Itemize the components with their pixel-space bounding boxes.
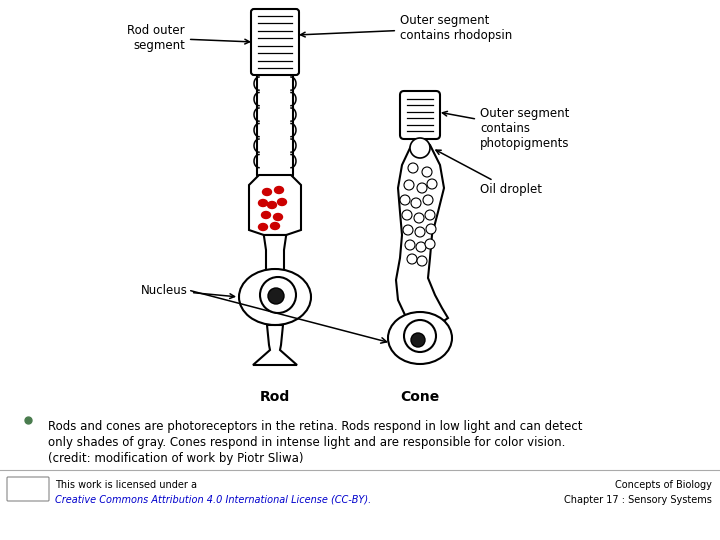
Polygon shape	[264, 235, 287, 270]
Ellipse shape	[274, 213, 282, 220]
Text: Outer segment
contains rhodopsin: Outer segment contains rhodopsin	[300, 14, 512, 42]
FancyBboxPatch shape	[7, 477, 49, 501]
Circle shape	[410, 138, 430, 158]
Text: Rod outer
segment: Rod outer segment	[127, 24, 250, 52]
Ellipse shape	[261, 212, 271, 219]
Text: Cone: Cone	[400, 390, 440, 404]
Circle shape	[427, 179, 437, 189]
Circle shape	[416, 242, 426, 252]
Circle shape	[404, 180, 414, 190]
Circle shape	[411, 333, 425, 347]
Circle shape	[260, 277, 296, 313]
FancyBboxPatch shape	[251, 9, 299, 75]
Text: Outer segment
contains
photopigments: Outer segment contains photopigments	[442, 106, 570, 150]
Text: This work is licensed under a: This work is licensed under a	[55, 480, 197, 490]
Ellipse shape	[239, 269, 311, 325]
Text: Concepts of Biology: Concepts of Biology	[615, 480, 712, 490]
Circle shape	[422, 167, 432, 177]
Circle shape	[408, 163, 418, 173]
Circle shape	[417, 256, 427, 266]
Text: Rod: Rod	[260, 390, 290, 404]
Circle shape	[417, 183, 427, 193]
FancyBboxPatch shape	[257, 70, 293, 177]
Circle shape	[425, 239, 435, 249]
Ellipse shape	[274, 186, 284, 193]
Circle shape	[411, 198, 421, 208]
Text: cc: cc	[14, 484, 22, 494]
Text: Oil droplet: Oil droplet	[436, 150, 542, 197]
Polygon shape	[253, 325, 297, 365]
Ellipse shape	[258, 224, 268, 231]
Text: Chapter 17 : Sensory Systems: Chapter 17 : Sensory Systems	[564, 495, 712, 505]
Circle shape	[405, 240, 415, 250]
Polygon shape	[396, 135, 448, 325]
Text: ⓘ: ⓘ	[33, 484, 39, 494]
Ellipse shape	[271, 222, 279, 230]
Circle shape	[400, 195, 410, 205]
Ellipse shape	[277, 199, 287, 206]
Text: only shades of gray. Cones respond in intense light and are responsible for colo: only shades of gray. Cones respond in in…	[48, 436, 565, 449]
Text: Creative Commons Attribution 4.0 International License (CC-BY).: Creative Commons Attribution 4.0 Interna…	[55, 495, 372, 505]
Circle shape	[414, 213, 424, 223]
Circle shape	[415, 227, 425, 237]
Circle shape	[402, 210, 412, 220]
Circle shape	[403, 225, 413, 235]
Polygon shape	[249, 175, 301, 235]
Circle shape	[268, 288, 284, 304]
Circle shape	[423, 195, 433, 205]
Text: Rods and cones are photoreceptors in the retina. Rods respond in low light and c: Rods and cones are photoreceptors in the…	[48, 420, 582, 433]
Text: (credit: modification of work by Piotr Sliwa): (credit: modification of work by Piotr S…	[48, 452, 304, 465]
Text: Nucleus: Nucleus	[141, 284, 235, 299]
Circle shape	[425, 210, 435, 220]
Ellipse shape	[258, 199, 268, 206]
Ellipse shape	[263, 188, 271, 195]
Ellipse shape	[388, 312, 452, 364]
Circle shape	[404, 320, 436, 352]
FancyBboxPatch shape	[400, 91, 440, 139]
Circle shape	[426, 224, 436, 234]
Circle shape	[407, 254, 417, 264]
Ellipse shape	[268, 201, 276, 208]
